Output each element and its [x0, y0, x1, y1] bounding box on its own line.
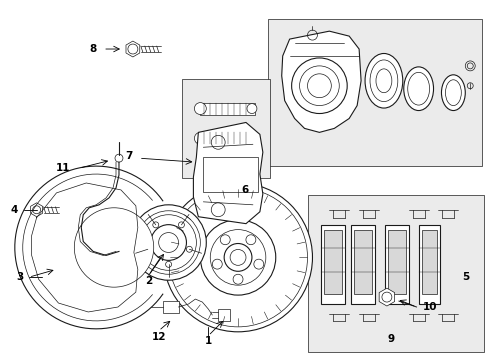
Text: 10: 10 [423, 302, 437, 312]
Circle shape [224, 243, 251, 271]
Circle shape [150, 225, 186, 260]
Bar [307, 195, 483, 352]
Polygon shape [31, 203, 42, 217]
Ellipse shape [441, 75, 464, 111]
Bar [324, 230, 342, 294]
Text: 8: 8 [89, 44, 97, 54]
Circle shape [212, 259, 222, 269]
Circle shape [220, 235, 230, 245]
Bar [200, 132, 254, 144]
Circle shape [194, 132, 206, 144]
Circle shape [233, 274, 243, 284]
Bar [387, 230, 405, 294]
Text: 1: 1 [204, 336, 211, 346]
Bar [267, 19, 481, 166]
Circle shape [194, 103, 206, 114]
Bar [353, 230, 371, 294]
Bar [218, 309, 230, 321]
Text: 11: 11 [56, 163, 70, 173]
Circle shape [74, 208, 153, 287]
Circle shape [253, 259, 263, 269]
Text: 7: 7 [125, 151, 132, 161]
Circle shape [200, 220, 275, 295]
Text: 5: 5 [462, 272, 469, 282]
Bar [182, 79, 269, 178]
Polygon shape [126, 41, 140, 57]
Ellipse shape [403, 67, 433, 111]
Bar [203, 157, 257, 192]
Circle shape [246, 104, 256, 113]
Polygon shape [418, 225, 440, 304]
Circle shape [246, 133, 256, 143]
Bar [421, 230, 437, 294]
Circle shape [186, 246, 192, 252]
Polygon shape [193, 122, 263, 224]
Polygon shape [281, 31, 360, 132]
Circle shape [291, 58, 346, 113]
Polygon shape [378, 288, 394, 306]
Circle shape [245, 235, 255, 245]
Polygon shape [384, 225, 408, 304]
Bar [163, 301, 178, 313]
Text: 6: 6 [241, 185, 248, 195]
Circle shape [178, 222, 184, 228]
Circle shape [131, 205, 206, 280]
Text: 4: 4 [10, 205, 18, 215]
Text: 9: 9 [386, 334, 394, 344]
Circle shape [163, 183, 312, 332]
Circle shape [144, 246, 150, 252]
Ellipse shape [365, 54, 402, 108]
Circle shape [165, 261, 171, 267]
Circle shape [141, 215, 196, 270]
Polygon shape [350, 225, 374, 304]
Circle shape [152, 222, 159, 228]
Text: 12: 12 [151, 332, 165, 342]
Polygon shape [321, 225, 345, 304]
Text: 3: 3 [16, 272, 23, 282]
Bar [200, 103, 254, 114]
Text: 2: 2 [145, 276, 152, 286]
